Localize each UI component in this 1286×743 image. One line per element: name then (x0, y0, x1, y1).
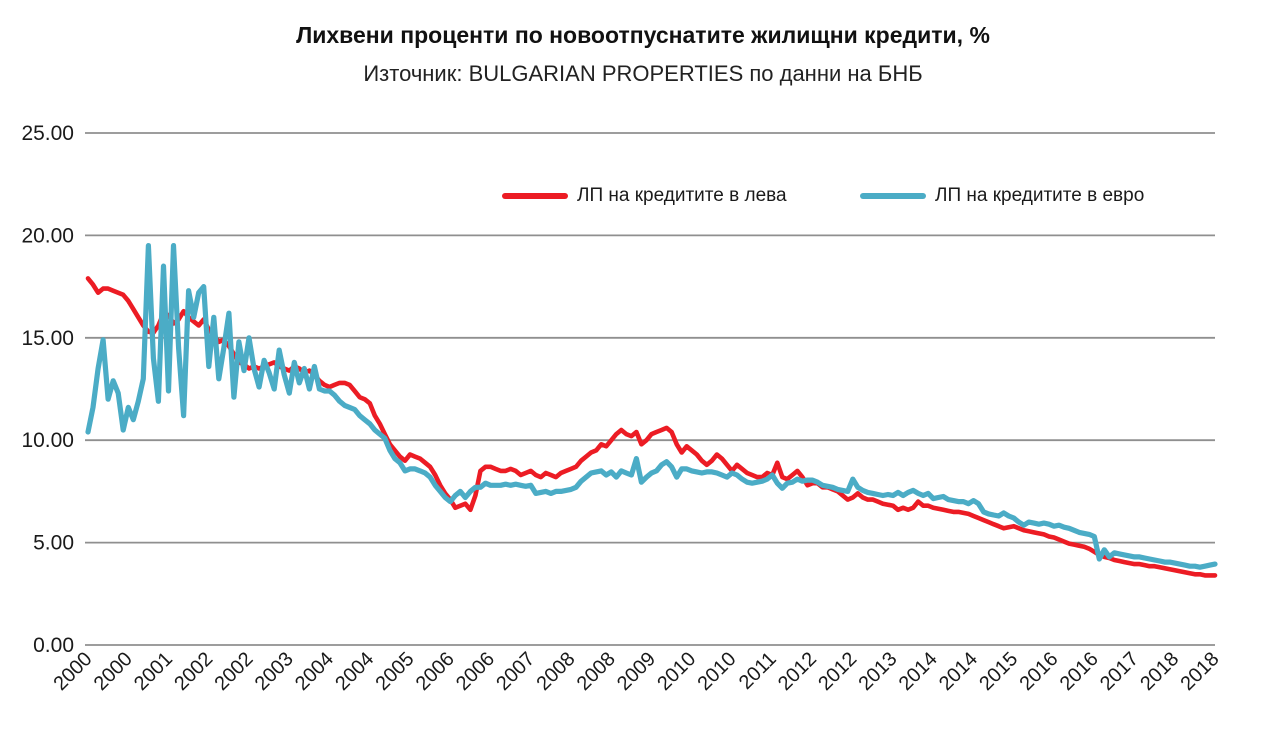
chart-legend: ЛП на кредитите в лева ЛП на кредитите в… (0, 183, 1286, 209)
x-axis-label-28-2018: 2018 (1177, 648, 1224, 695)
y-axis-label-20.00: 20.00 (21, 224, 74, 247)
x-axis-label-24-2016: 2016 (1016, 648, 1063, 695)
x-axis-label-18-2012: 2012 (774, 648, 821, 695)
euro-line-swatch (860, 193, 926, 199)
legend-label-leva: ЛП на кредитите в лева (577, 185, 787, 206)
y-axis-label-5.00: 5.00 (33, 532, 74, 555)
x-axis-label-19-2012: 2012 (814, 648, 861, 695)
y-axis-label-25.00: 25.00 (21, 122, 74, 145)
leva-line-swatch (502, 193, 568, 199)
chart-title: Лихвени проценти по новоотпуснатите жили… (296, 22, 990, 48)
x-axis-label-12-2008: 2008 (533, 648, 580, 695)
legend-item-leva: ЛП на кредитите в лева (502, 183, 787, 209)
x-axis-label-2-2001: 2001 (130, 648, 177, 695)
x-axis-label-20-2013: 2013 (855, 648, 902, 695)
y-axis-label-15.00: 15.00 (21, 327, 74, 350)
series-line-euro (85, 243, 1218, 570)
x-axis-label-4-2002: 2002 (211, 648, 258, 695)
x-axis-label-7-2004: 2004 (331, 648, 378, 695)
x-axis-label-13-2008: 2008 (573, 648, 620, 695)
series-line-leva (85, 276, 1218, 578)
x-axis-label-15-2010: 2010 (653, 648, 700, 695)
x-axis-label-9-2006: 2006 (412, 648, 459, 695)
x-axis-label-16-2010: 2010 (694, 648, 741, 695)
x-axis-label-14-2009: 2009 (613, 648, 660, 695)
x-axis-label-26-2017: 2017 (1096, 648, 1143, 695)
x-axis-label-10-2006: 2006 (452, 648, 499, 695)
x-axis-label-22-2014: 2014 (935, 648, 982, 695)
x-axis-label-23-2015: 2015 (975, 648, 1022, 695)
legend-label-euro: ЛП на кредитите в евро (935, 185, 1145, 206)
x-axis-label-17-2011: 2011 (735, 648, 781, 694)
legend-item-euro: ЛП на кредитите в евро (860, 183, 1144, 209)
x-axis-label-5-2003: 2003 (251, 648, 298, 695)
x-axis-label-21-2014: 2014 (895, 648, 942, 695)
x-axis-label-25-2016: 2016 (1056, 648, 1103, 695)
x-axis-label-27-2018: 2018 (1136, 648, 1183, 695)
y-axis-label-0.00: 0.00 (33, 634, 74, 657)
x-axis-label-11-2007: 2007 (492, 648, 539, 695)
x-axis-label-6-2004: 2004 (291, 648, 338, 695)
y-axis-label-10.00: 10.00 (21, 429, 74, 452)
x-axis-label-1-2000: 2000 (90, 648, 137, 695)
chart-subtitle: Източник: BULGARIAN PROPERTIES по данни … (363, 61, 923, 86)
x-axis-label-3-2002: 2002 (170, 648, 217, 695)
x-axis-label-8-2005: 2005 (372, 648, 419, 695)
